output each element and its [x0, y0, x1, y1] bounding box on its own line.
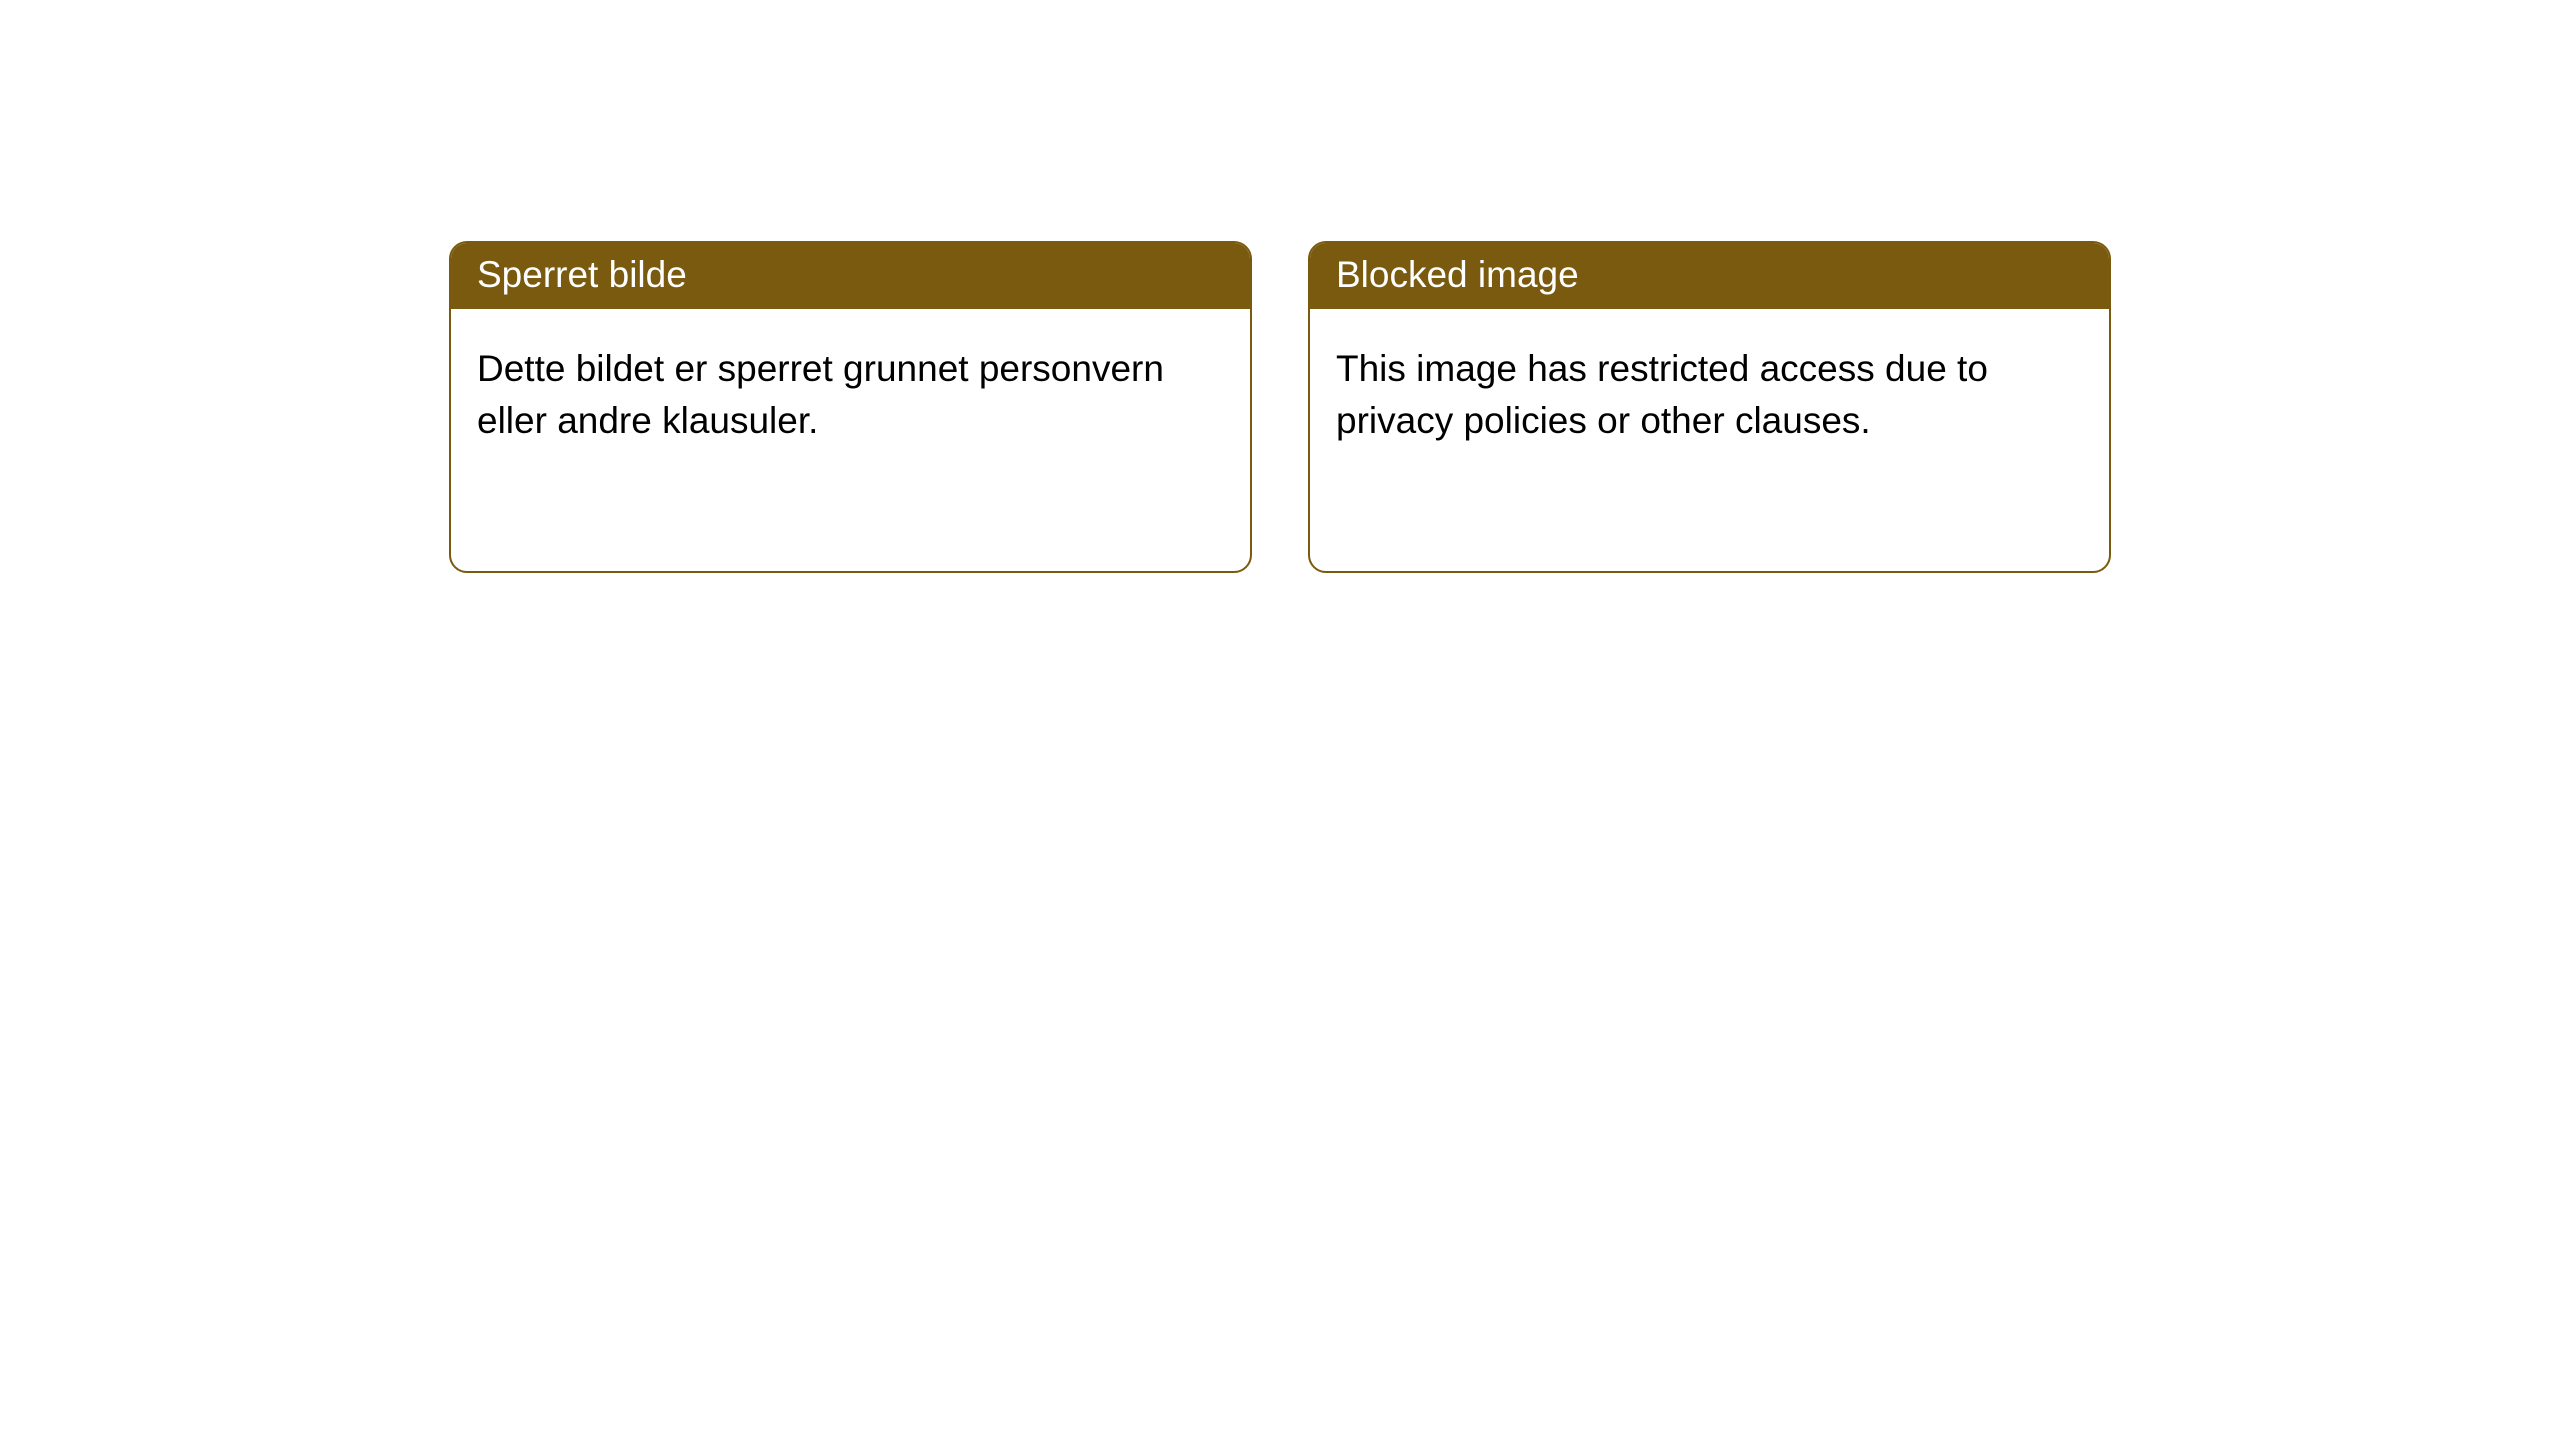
- notices-container: Sperret bilde Dette bildet er sperret gr…: [0, 0, 2560, 573]
- notice-header: Blocked image: [1310, 243, 2109, 309]
- notice-box-norwegian: Sperret bilde Dette bildet er sperret gr…: [449, 241, 1252, 573]
- notice-body: Dette bildet er sperret grunnet personve…: [451, 309, 1250, 481]
- notice-body: This image has restricted access due to …: [1310, 309, 2109, 481]
- notice-box-english: Blocked image This image has restricted …: [1308, 241, 2111, 573]
- notice-header: Sperret bilde: [451, 243, 1250, 309]
